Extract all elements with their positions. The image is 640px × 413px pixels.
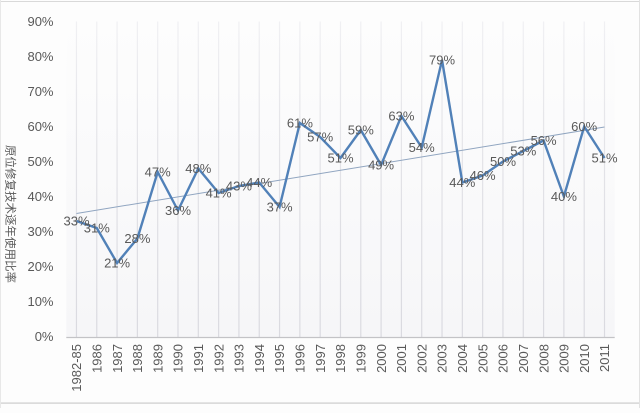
svg-text:1988: 1988 [130,344,145,373]
svg-text:2003: 2003 [435,344,450,373]
svg-text:2004: 2004 [455,344,470,373]
svg-text:36%: 36% [165,203,191,218]
svg-text:43%: 43% [226,179,252,194]
svg-text:61%: 61% [287,116,313,131]
svg-text:41%: 41% [206,186,232,201]
svg-text:30%: 30% [27,224,53,239]
svg-text:1992: 1992 [211,344,226,373]
svg-text:60%: 60% [571,119,597,134]
svg-text:2007: 2007 [516,344,531,373]
svg-text:原位修复技术逐年使用比率: 原位修复技术逐年使用比率 [4,145,18,283]
svg-text:44%: 44% [449,175,475,190]
svg-text:1989: 1989 [150,344,165,373]
svg-text:40%: 40% [551,189,577,204]
svg-text:37%: 37% [267,200,293,215]
svg-text:33%: 33% [63,214,89,229]
svg-text:2001: 2001 [394,344,409,373]
svg-text:53%: 53% [510,144,536,159]
svg-text:0%: 0% [35,329,54,344]
svg-text:1996: 1996 [293,344,308,373]
svg-text:46%: 46% [470,168,496,183]
svg-text:31%: 31% [84,221,110,236]
svg-text:28%: 28% [124,231,150,246]
svg-text:2009: 2009 [557,344,572,373]
svg-text:2006: 2006 [496,344,511,373]
svg-text:20%: 20% [27,259,53,274]
svg-text:48%: 48% [185,161,211,176]
svg-text:1997: 1997 [313,344,328,373]
svg-text:63%: 63% [388,109,414,124]
svg-text:49%: 49% [368,158,394,173]
svg-text:70%: 70% [27,84,53,99]
svg-text:57%: 57% [307,130,333,145]
svg-text:79%: 79% [429,53,455,68]
svg-text:1987: 1987 [110,344,125,373]
svg-text:1986: 1986 [90,344,105,373]
svg-text:60%: 60% [27,119,53,134]
svg-text:80%: 80% [27,49,53,64]
svg-text:1995: 1995 [272,344,287,373]
svg-text:10%: 10% [27,294,53,309]
svg-text:1999: 1999 [354,344,369,373]
svg-text:1990: 1990 [171,344,186,373]
svg-text:50%: 50% [27,154,53,169]
svg-text:54%: 54% [409,140,435,155]
svg-text:59%: 59% [348,123,374,138]
svg-text:1998: 1998 [333,344,348,373]
svg-text:1982-85: 1982-85 [69,344,84,392]
svg-text:2002: 2002 [414,344,429,373]
svg-text:56%: 56% [531,133,557,148]
svg-text:1993: 1993 [232,344,247,373]
svg-text:2005: 2005 [475,344,490,373]
svg-text:51%: 51% [591,151,617,166]
svg-text:1991: 1991 [191,344,206,373]
svg-text:51%: 51% [327,151,353,166]
svg-text:21%: 21% [104,256,130,271]
svg-text:2011: 2011 [597,344,612,372]
svg-text:44%: 44% [246,175,272,190]
svg-text:40%: 40% [27,189,53,204]
svg-text:47%: 47% [145,165,171,180]
svg-text:1994: 1994 [252,344,267,373]
svg-text:2000: 2000 [374,344,389,373]
svg-text:50%: 50% [490,154,516,169]
svg-text:2008: 2008 [536,344,551,373]
svg-text:2010: 2010 [577,344,592,373]
svg-text:90%: 90% [27,14,53,29]
